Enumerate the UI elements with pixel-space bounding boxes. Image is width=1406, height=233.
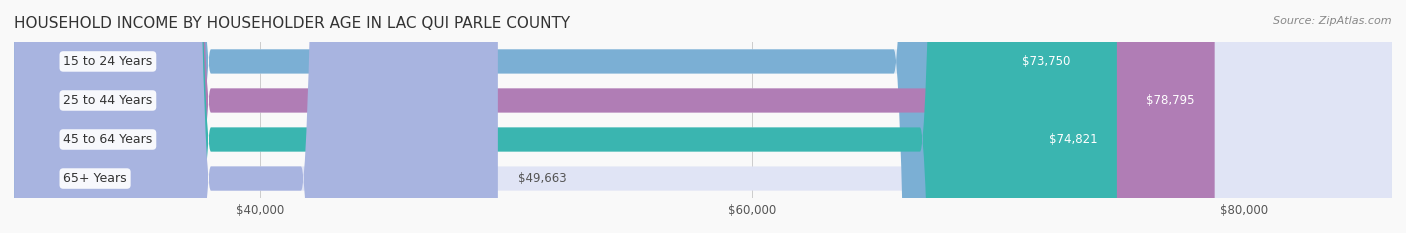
Text: 15 to 24 Years: 15 to 24 Years <box>63 55 152 68</box>
Text: Source: ZipAtlas.com: Source: ZipAtlas.com <box>1274 16 1392 26</box>
Text: $49,663: $49,663 <box>517 172 567 185</box>
Text: 45 to 64 Years: 45 to 64 Years <box>63 133 152 146</box>
FancyBboxPatch shape <box>14 0 1215 233</box>
Text: $78,795: $78,795 <box>1146 94 1195 107</box>
Text: 25 to 44 Years: 25 to 44 Years <box>63 94 152 107</box>
FancyBboxPatch shape <box>14 0 1091 233</box>
FancyBboxPatch shape <box>14 0 498 233</box>
Text: 65+ Years: 65+ Years <box>63 172 127 185</box>
FancyBboxPatch shape <box>14 0 1116 233</box>
FancyBboxPatch shape <box>14 0 1392 233</box>
FancyBboxPatch shape <box>14 0 1392 233</box>
Text: HOUSEHOLD INCOME BY HOUSEHOLDER AGE IN LAC QUI PARLE COUNTY: HOUSEHOLD INCOME BY HOUSEHOLDER AGE IN L… <box>14 16 571 31</box>
FancyBboxPatch shape <box>14 0 1392 233</box>
Text: $74,821: $74,821 <box>1049 133 1097 146</box>
FancyBboxPatch shape <box>14 0 1392 233</box>
Text: $73,750: $73,750 <box>1022 55 1071 68</box>
